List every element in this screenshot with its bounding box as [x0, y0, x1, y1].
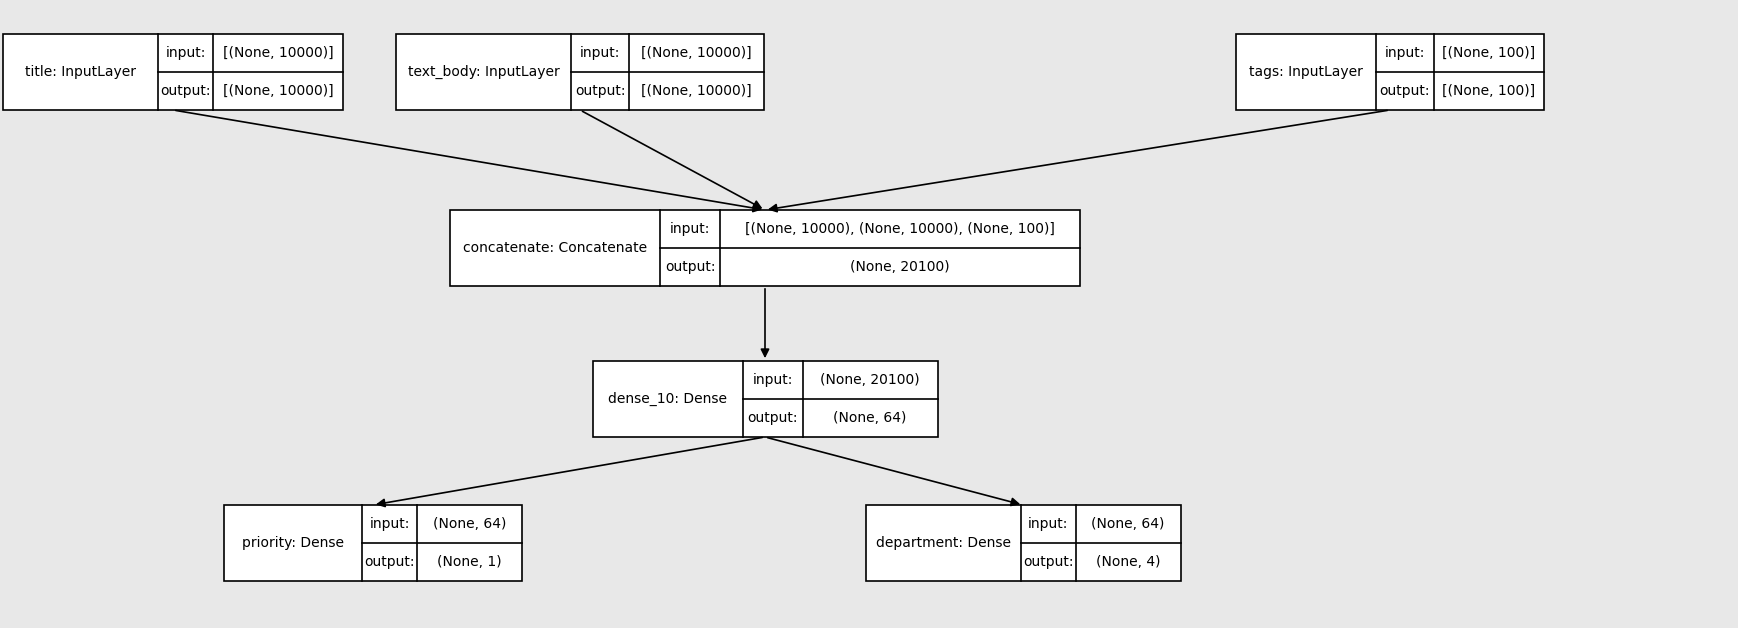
Text: [(None, 10000)]: [(None, 10000)]	[222, 46, 334, 60]
Bar	[224, 505, 521, 581]
Text: (None, 20100): (None, 20100)	[820, 373, 919, 387]
Text: [(None, 10000)]: [(None, 10000)]	[641, 84, 753, 98]
Bar	[593, 361, 937, 437]
Text: input:: input:	[165, 46, 205, 60]
Text: output:: output:	[160, 84, 210, 98]
Text: [(None, 10000), (None, 10000), (None, 100)]: [(None, 10000), (None, 10000), (None, 10…	[746, 222, 1055, 236]
Text: department: Dense: department: Dense	[876, 536, 1010, 550]
Text: tags: InputLayer: tags: InputLayer	[1250, 65, 1363, 79]
Text: input:: input:	[1027, 517, 1069, 531]
Text: (None, 20100): (None, 20100)	[850, 260, 949, 274]
Text: input:: input:	[753, 373, 793, 387]
Bar	[396, 34, 765, 110]
Text: output:: output:	[365, 555, 415, 569]
Text: text_body: InputLayer: text_body: InputLayer	[408, 65, 560, 79]
Text: [(None, 10000)]: [(None, 10000)]	[222, 84, 334, 98]
Text: input:: input:	[580, 46, 620, 60]
Text: output:: output:	[575, 84, 626, 98]
Bar	[3, 34, 342, 110]
Text: title: InputLayer: title: InputLayer	[24, 65, 136, 79]
Text: input:: input:	[1385, 46, 1425, 60]
Text: dense_10: Dense: dense_10: Dense	[608, 392, 726, 406]
Text: [(None, 100)]: [(None, 100)]	[1443, 46, 1536, 60]
Text: input:: input:	[368, 517, 410, 531]
Text: concatenate: Concatenate: concatenate: Concatenate	[462, 241, 647, 255]
Bar	[1236, 34, 1543, 110]
Text: [(None, 10000)]: [(None, 10000)]	[641, 46, 753, 60]
Text: input:: input:	[669, 222, 711, 236]
Text: output:: output:	[664, 260, 716, 274]
Text: (None, 64): (None, 64)	[433, 517, 506, 531]
Text: output:: output:	[1022, 555, 1074, 569]
Text: (None, 64): (None, 64)	[1091, 517, 1164, 531]
Bar	[866, 505, 1180, 581]
Text: [(None, 100)]: [(None, 100)]	[1443, 84, 1536, 98]
Text: priority: Dense: priority: Dense	[242, 536, 344, 550]
Text: (None, 64): (None, 64)	[833, 411, 907, 425]
Text: (None, 1): (None, 1)	[438, 555, 502, 569]
Bar	[450, 210, 1079, 286]
Text: output:: output:	[1380, 84, 1430, 98]
Text: (None, 4): (None, 4)	[1095, 555, 1161, 569]
Text: output:: output:	[747, 411, 798, 425]
